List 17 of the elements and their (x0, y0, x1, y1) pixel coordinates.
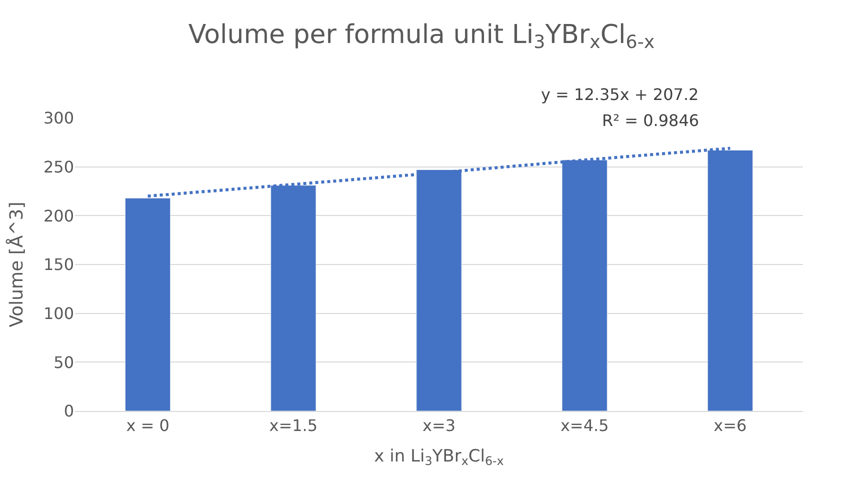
y-axis-title: Volume [Å^3] (6, 202, 28, 328)
y-tick-label: 150 (43, 255, 74, 274)
y-tick-label: 300 (43, 108, 74, 128)
text: y = 12.35x + 207.2 (541, 85, 699, 104)
chart-title: Volume per formula unit Li$_{3}$YBr$_{x}$Cl$_{6-x}$ (188, 20, 655, 54)
y-tick-label: 200 (43, 206, 74, 226)
y-tick-label: 100 (43, 304, 74, 323)
annotation: R² = 0.9846 (602, 111, 700, 130)
x-tick-label: x=4.5 (560, 416, 609, 436)
x-tick-label: x=6 (714, 416, 747, 436)
y-tick-label: 50 (54, 352, 74, 372)
x-tick-label: x = 0 (126, 416, 170, 436)
x-axis-title: x in Li$_{3}$YBr$_{x}$Cl$_{6-x}$ (374, 446, 504, 468)
x-tick-label: x=3 (422, 416, 456, 436)
x-tick-label: x=1.5 (269, 416, 318, 436)
y-tick-label: 0 (64, 402, 74, 421)
y-tick-label: 250 (43, 157, 74, 176)
